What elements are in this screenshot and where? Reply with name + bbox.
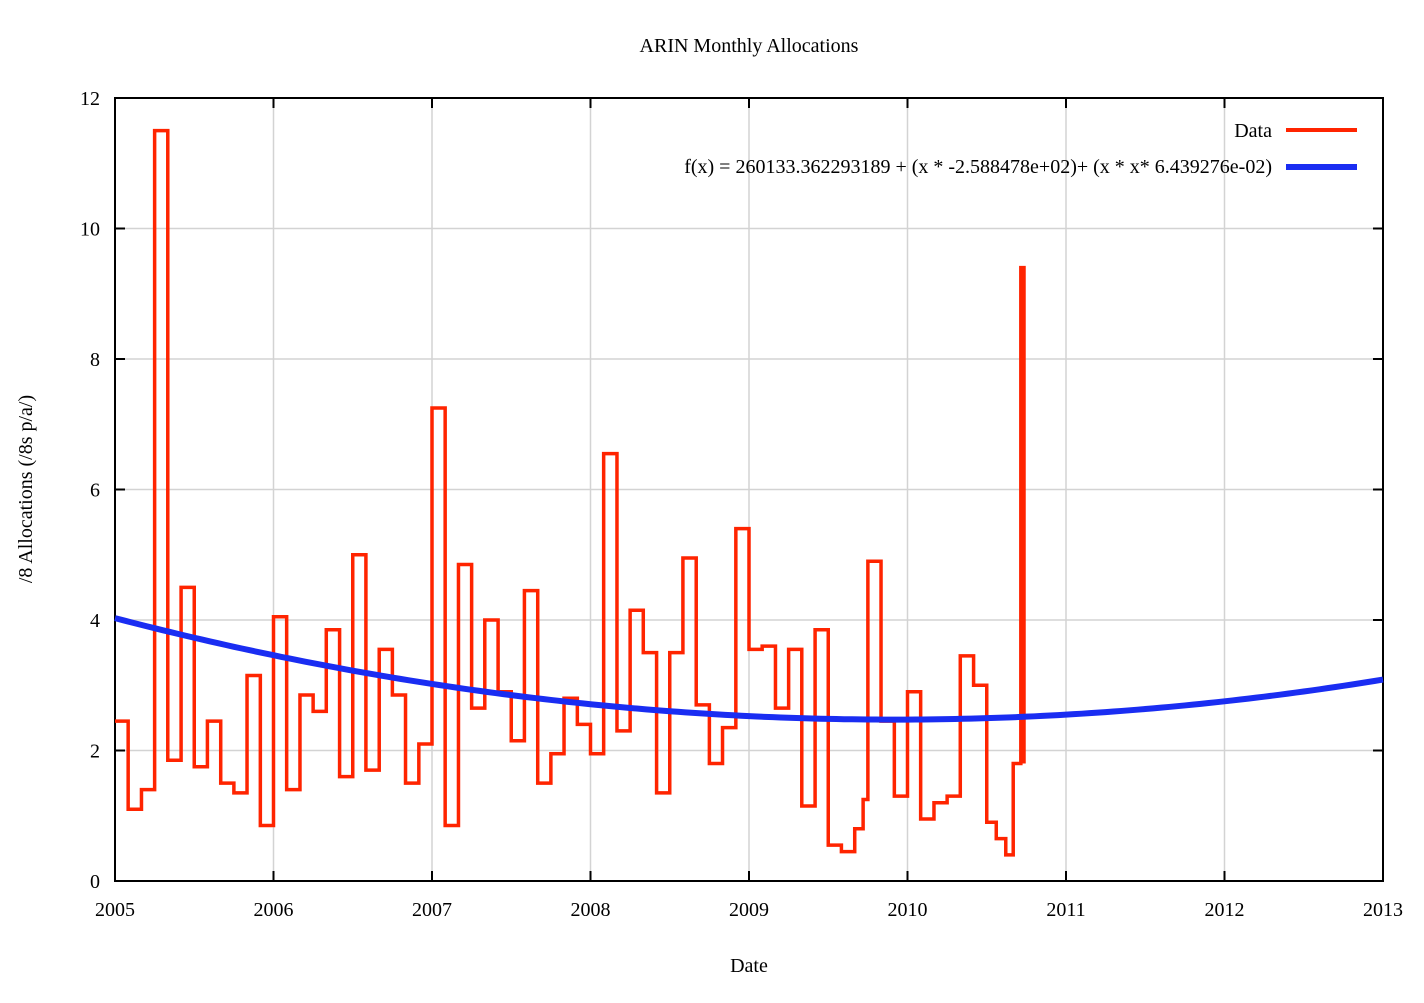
y-tick-label: 6: [90, 480, 100, 502]
plot-frame: [114, 97, 1384, 882]
y-tick-label: 12: [80, 88, 100, 110]
legend-fit-label: f(x) = 260133.362293189 + (x * -2.588478…: [684, 156, 1272, 178]
legend: Data f(x) = 260133.362293189 + (x * -2.5…: [684, 120, 1357, 178]
y-axis-label: /8 Allocations (/8s p/a/): [15, 395, 37, 583]
tick-labels: 2005 2006 2007 2008 2009 2010 2011 2012 2013 0 2 4 6…: [80, 88, 1403, 921]
x-tick-label: 2005: [95, 899, 135, 921]
y-tick-label: 2: [90, 741, 100, 763]
x-axis-label: Date: [730, 955, 768, 977]
x-tick-label: 2006: [254, 899, 294, 921]
x-tick-label: 2011: [1046, 899, 1085, 921]
x-tick-label: 2013: [1363, 899, 1403, 921]
fit-curve-line: [114, 615, 1384, 723]
data-series: [114, 128, 1384, 857]
chart-title: ARIN Monthly Allocations: [640, 35, 859, 57]
y-tick-label: 10: [80, 219, 100, 241]
y-tick-label: 0: [90, 871, 100, 893]
y-tick-label: 8: [90, 349, 100, 371]
gridlines: [115, 98, 1383, 881]
x-tick-label: 2008: [571, 899, 611, 921]
x-tick-label: 2012: [1205, 899, 1245, 921]
x-tick-label: 2010: [888, 899, 928, 921]
x-tick-label: 2007: [412, 899, 452, 921]
legend-data-label: Data: [1234, 120, 1272, 142]
x-tick-label: 2009: [729, 899, 769, 921]
data-steps-line: [115, 128, 1026, 857]
y-tick-label: 4: [90, 610, 100, 632]
